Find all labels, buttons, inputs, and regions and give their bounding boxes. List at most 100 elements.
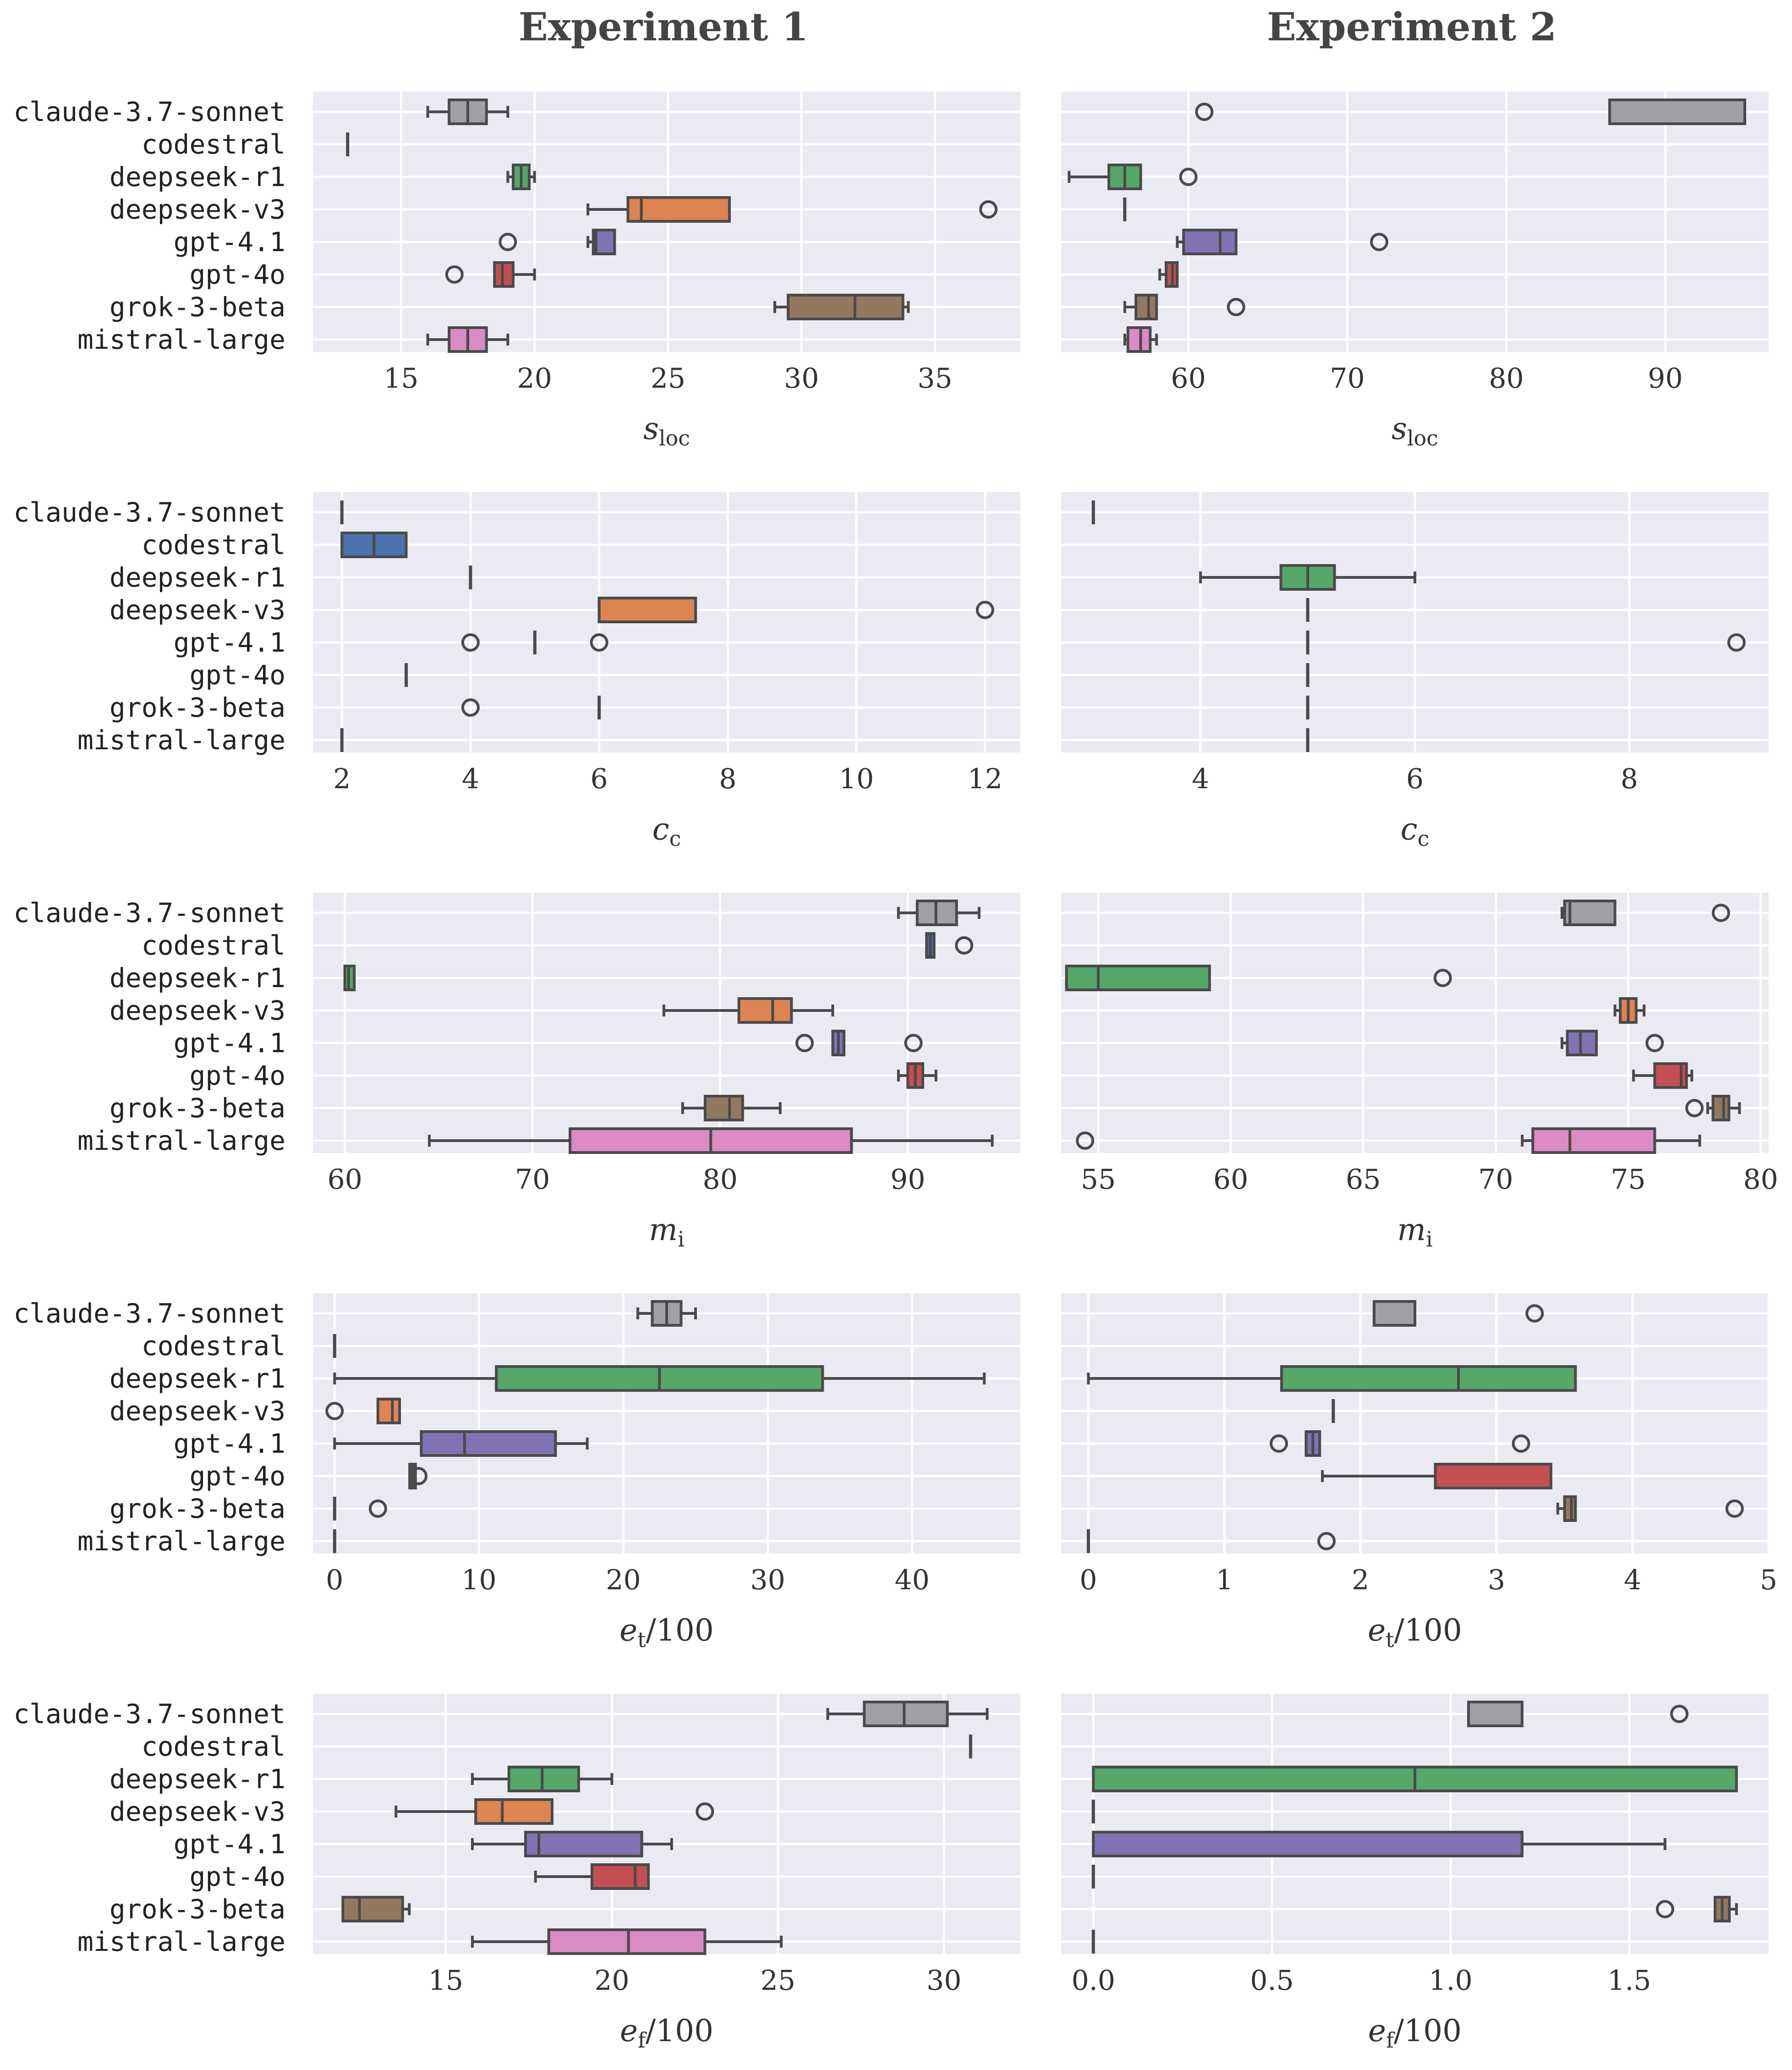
- box-iqr: [1126, 326, 1152, 353]
- box-iqr: [1134, 294, 1158, 320]
- panel-background: [1061, 1694, 1769, 1954]
- box-deepseek-r1: [1199, 564, 1416, 591]
- category-label: gpt-4o: [189, 259, 285, 290]
- box-gpt-4o: [1158, 261, 1179, 288]
- box-deepseek-r1: [1068, 164, 1198, 190]
- panel-p6: 55 60 65 70 75 80 mi: [1061, 893, 1778, 1252]
- category-label: deepseek-v3: [110, 594, 285, 626]
- panel-p9: claude-3.7-sonnetcodestraldeepseek-r1dee…: [13, 1694, 1020, 2053]
- box-iqr: [420, 1430, 557, 1457]
- box-iqr: [1065, 965, 1211, 991]
- box-gpt-4.1: [1270, 1430, 1530, 1457]
- box-gpt-4o: [408, 1463, 428, 1489]
- panel-p4: 4 6 8 cc: [1061, 492, 1769, 851]
- box-claude-3.7-sonnet: [426, 99, 510, 125]
- x-tick-label: 6: [1406, 763, 1424, 795]
- box-deepseek-v3: [586, 196, 998, 223]
- x-tick-label: 0.5: [1250, 1965, 1293, 1997]
- category-label: gpt-4.1: [174, 627, 285, 658]
- box-claude-3.7-sonnet: [636, 1300, 697, 1327]
- category-label: codestral: [142, 930, 285, 961]
- box-mistral-large: [1086, 1529, 1336, 1553]
- panel-p8: 0 1 2 3 4 5 et/100: [1061, 1293, 1777, 1652]
- box-deepseek-v3: [662, 997, 834, 1024]
- category-label: codestral: [142, 1731, 285, 1762]
- outlier-point: [1670, 1705, 1689, 1723]
- outlier-point: [1727, 633, 1746, 652]
- x-tick-label: 25: [761, 1965, 795, 1997]
- box-gpt-4.1: [499, 229, 616, 255]
- panel-background: [1061, 92, 1769, 352]
- box-iqr: [1608, 99, 1746, 125]
- box-mistral-large: [471, 1928, 783, 1955]
- outlier-point: [696, 1802, 714, 1821]
- panel-p7: claude-3.7-sonnetcodestraldeepseek-r1dee…: [13, 1293, 1020, 1652]
- box-iqr: [1711, 1095, 1731, 1121]
- panel-background: [1061, 893, 1769, 1153]
- outlier-point: [461, 633, 480, 652]
- x-axis-label-subscript: t: [1386, 1627, 1394, 1652]
- x-tick-label: 80: [703, 1164, 738, 1196]
- x-tick-label: 10: [839, 763, 874, 795]
- x-tick-label: 1.0: [1429, 1965, 1472, 1997]
- category-label: mistral-large: [77, 1926, 285, 1957]
- x-axis-label-subscript: loc: [659, 426, 690, 450]
- x-axis-label-subscript: i: [678, 1227, 685, 1252]
- x-tick-label: 30: [784, 362, 819, 395]
- category-label: mistral-large: [77, 1526, 285, 1557]
- x-axis-label: et/100: [1368, 1613, 1462, 1652]
- x-tick-label: 8: [1621, 763, 1638, 795]
- box-gpt-4.1: [1560, 1030, 1664, 1056]
- category-label: deepseek-v3: [110, 995, 285, 1026]
- outlier-point: [1270, 1434, 1288, 1453]
- x-tick-label: 60: [1213, 1164, 1248, 1196]
- outlier-point: [1370, 233, 1388, 251]
- box-grok-3-beta: [333, 1497, 387, 1521]
- x-tick-label: 3: [1488, 1564, 1505, 1596]
- x-axis-label: cc: [652, 812, 681, 851]
- category-label: grok-3-beta: [110, 1894, 285, 1925]
- category-label: grok-3-beta: [110, 1093, 285, 1124]
- x-axis-label-main: c: [652, 812, 669, 847]
- box-mistral-large: [427, 1127, 994, 1154]
- box-iqr: [626, 196, 731, 223]
- box-iqr: [341, 1896, 404, 1922]
- category-label: claude-3.7-sonnet: [13, 1698, 285, 1730]
- category-label: deepseek-r1: [110, 1363, 285, 1394]
- box-iqr: [474, 1798, 553, 1825]
- panels: claude-3.7-sonnetcodestraldeepseek-r1dee…: [13, 92, 1778, 2053]
- x-tick-label: 70: [1478, 1164, 1513, 1196]
- panel-background: [313, 1694, 1020, 1954]
- category-label: claude-3.7-sonnet: [13, 897, 285, 928]
- box-gpt-4o: [445, 261, 536, 288]
- x-axis-label: ef/100: [620, 2013, 713, 2053]
- box-grok-3-beta: [1655, 1896, 1738, 1922]
- box-claude-3.7-sonnet: [1372, 1300, 1544, 1327]
- box-claude-3.7-sonnet: [1560, 900, 1730, 926]
- category-label: grok-3-beta: [110, 692, 285, 723]
- panel-p1: claude-3.7-sonnetcodestraldeepseek-r1dee…: [13, 92, 1020, 450]
- x-tick-label: 2: [333, 763, 351, 795]
- outlier-point: [1525, 1304, 1544, 1323]
- x-tick-label: 80: [1489, 362, 1523, 395]
- x-axis-label: ef/100: [1368, 2013, 1462, 2053]
- category-label: grok-3-beta: [110, 291, 285, 323]
- box-deepseek-r1: [1092, 1766, 1738, 1792]
- column-title-experiment-1: Experiment 1: [519, 4, 808, 49]
- x-axis-label-main: e: [1368, 1613, 1386, 1648]
- box-iqr: [1563, 900, 1617, 926]
- x-tick-label: 20: [594, 1965, 629, 1997]
- x-tick-label: 4: [1624, 1564, 1641, 1596]
- x-axis-label: et/100: [619, 1613, 714, 1652]
- outlier-point: [1076, 1131, 1095, 1150]
- panel-p5: claude-3.7-sonnetcodestraldeepseek-r1dee…: [13, 893, 1020, 1252]
- x-axis-label-suffix: /100: [646, 1613, 714, 1648]
- outlier-point: [1179, 168, 1198, 186]
- x-tick-label: 2: [1352, 1564, 1369, 1596]
- box-gpt-4.1: [461, 631, 608, 654]
- column-title-experiment-2: Experiment 2: [1267, 4, 1556, 49]
- box-claude-3.7-sonnet: [1467, 1701, 1689, 1727]
- box-grok-3-beta: [1123, 294, 1245, 320]
- box-deepseek-r1: [506, 164, 536, 190]
- panel-p10: 0.0 0.5 1.0 1.5 ef/100: [1061, 1694, 1769, 2053]
